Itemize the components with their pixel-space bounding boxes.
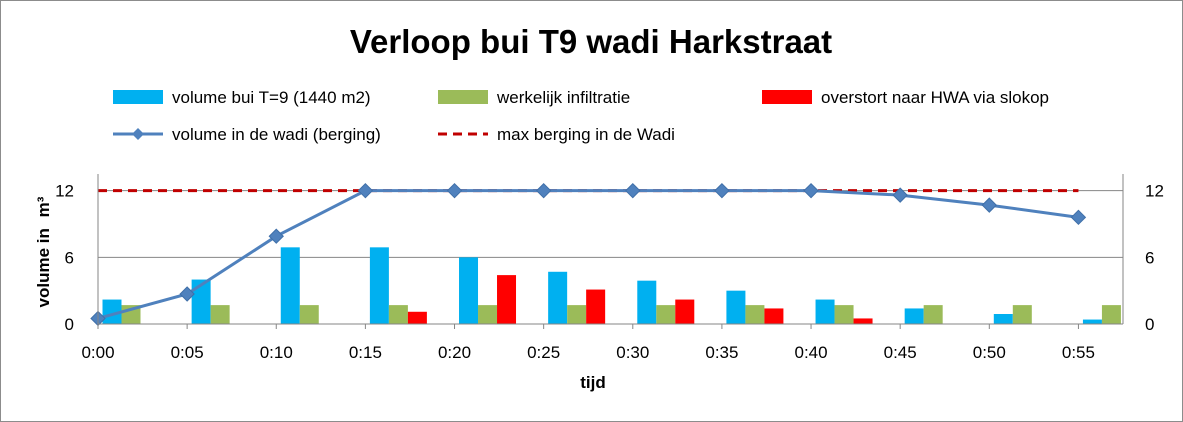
x-tick-label: 0:10 bbox=[260, 343, 293, 362]
legend-label: werkelijk infiltratie bbox=[496, 88, 630, 107]
bar-1 bbox=[816, 300, 835, 324]
y-tick-label: 6 bbox=[65, 248, 74, 267]
bar-2 bbox=[389, 305, 408, 324]
bar-1 bbox=[637, 281, 656, 324]
berging-point bbox=[537, 184, 551, 198]
berging-point bbox=[1071, 210, 1085, 224]
x-tick-label: 0:45 bbox=[884, 343, 917, 362]
legend-item: volume in de wadi (berging) bbox=[113, 125, 381, 144]
berging-point bbox=[982, 198, 996, 212]
bar-1 bbox=[994, 314, 1013, 324]
legend-swatch bbox=[113, 90, 163, 104]
bar-3 bbox=[586, 290, 605, 324]
x-tick-label: 0:30 bbox=[616, 343, 649, 362]
bar-2 bbox=[1102, 305, 1121, 324]
x-tick-label: 0:35 bbox=[705, 343, 738, 362]
x-tick-label: 0:50 bbox=[973, 343, 1006, 362]
chart-title: Verloop bui T9 wadi Harkstraat bbox=[350, 23, 832, 60]
bar-1 bbox=[281, 247, 300, 324]
bar-2 bbox=[835, 305, 854, 324]
berging-point bbox=[715, 184, 729, 198]
bar-2 bbox=[745, 305, 764, 324]
legend-item: werkelijk infiltratie bbox=[438, 88, 630, 107]
bar-1 bbox=[726, 291, 745, 324]
bar-2 bbox=[656, 305, 675, 324]
bar-1 bbox=[548, 272, 567, 324]
y-axis-title-text: volume in bbox=[34, 228, 53, 307]
bar-3 bbox=[854, 318, 873, 324]
x-axis-title: tijd bbox=[580, 373, 606, 392]
berging-point bbox=[804, 184, 818, 198]
legend-label: overstort naar HWA via slokop bbox=[821, 88, 1049, 107]
y-axis-title-unit: m³ bbox=[34, 196, 53, 217]
x-tick-label: 0:25 bbox=[527, 343, 560, 362]
y2-tick-label: 6 bbox=[1145, 248, 1154, 267]
legend-swatch bbox=[762, 90, 812, 104]
y-tick-label: 0 bbox=[65, 315, 74, 334]
bar-3 bbox=[764, 308, 783, 324]
legend-item: max berging in de Wadi bbox=[438, 125, 675, 144]
bars bbox=[103, 247, 1121, 324]
berging-point bbox=[448, 184, 462, 198]
legend-swatch bbox=[438, 90, 488, 104]
bar-1 bbox=[370, 247, 389, 324]
bar-2 bbox=[1013, 305, 1032, 324]
berging-point bbox=[358, 184, 372, 198]
x-tick-label: 0:00 bbox=[81, 343, 114, 362]
bar-2 bbox=[924, 305, 943, 324]
gridlines bbox=[98, 191, 1123, 324]
berging-point bbox=[626, 184, 640, 198]
legend-label: volume bui T=9 (1440 m2) bbox=[172, 88, 371, 107]
legend-item: volume bui T=9 (1440 m2) bbox=[113, 88, 371, 107]
legend: volume bui T=9 (1440 m2) werkelijk infilt… bbox=[113, 88, 1049, 144]
y2-tick-label: 0 bbox=[1145, 315, 1154, 334]
bar-2 bbox=[211, 305, 230, 324]
x-tick-label: 0:15 bbox=[349, 343, 382, 362]
bar-3 bbox=[497, 275, 516, 324]
legend-item: overstort naar HWA via slokop bbox=[762, 88, 1049, 107]
legend-label: volume in de wadi (berging) bbox=[172, 125, 381, 144]
bar-3 bbox=[408, 312, 427, 324]
bar-1 bbox=[1083, 320, 1102, 324]
x-tick-label: 0:55 bbox=[1062, 343, 1095, 362]
x-tick-label: 0:20 bbox=[438, 343, 471, 362]
bar-1 bbox=[459, 257, 478, 324]
y-tick-label: 12 bbox=[55, 182, 74, 201]
bar-2 bbox=[567, 305, 586, 324]
bar-1 bbox=[905, 308, 924, 324]
legend-label: max berging in de Wadi bbox=[497, 125, 675, 144]
legend-marker bbox=[132, 128, 144, 140]
svg-text:volume in m³: volume in m³ bbox=[34, 196, 53, 307]
x-tick-label: 0:05 bbox=[171, 343, 204, 362]
y-axis-title: volume in m³ bbox=[34, 196, 53, 307]
bar-2 bbox=[300, 305, 319, 324]
plot-area: 0 6 12 0 6 12 0:00 0:05 0:10 0:15 0:20 0:25 0:30 0:35… bbox=[55, 174, 1164, 362]
bar-2 bbox=[478, 305, 497, 324]
x-tick-label: 0:40 bbox=[794, 343, 827, 362]
y2-tick-label: 12 bbox=[1145, 182, 1164, 201]
bar-3 bbox=[675, 300, 694, 324]
